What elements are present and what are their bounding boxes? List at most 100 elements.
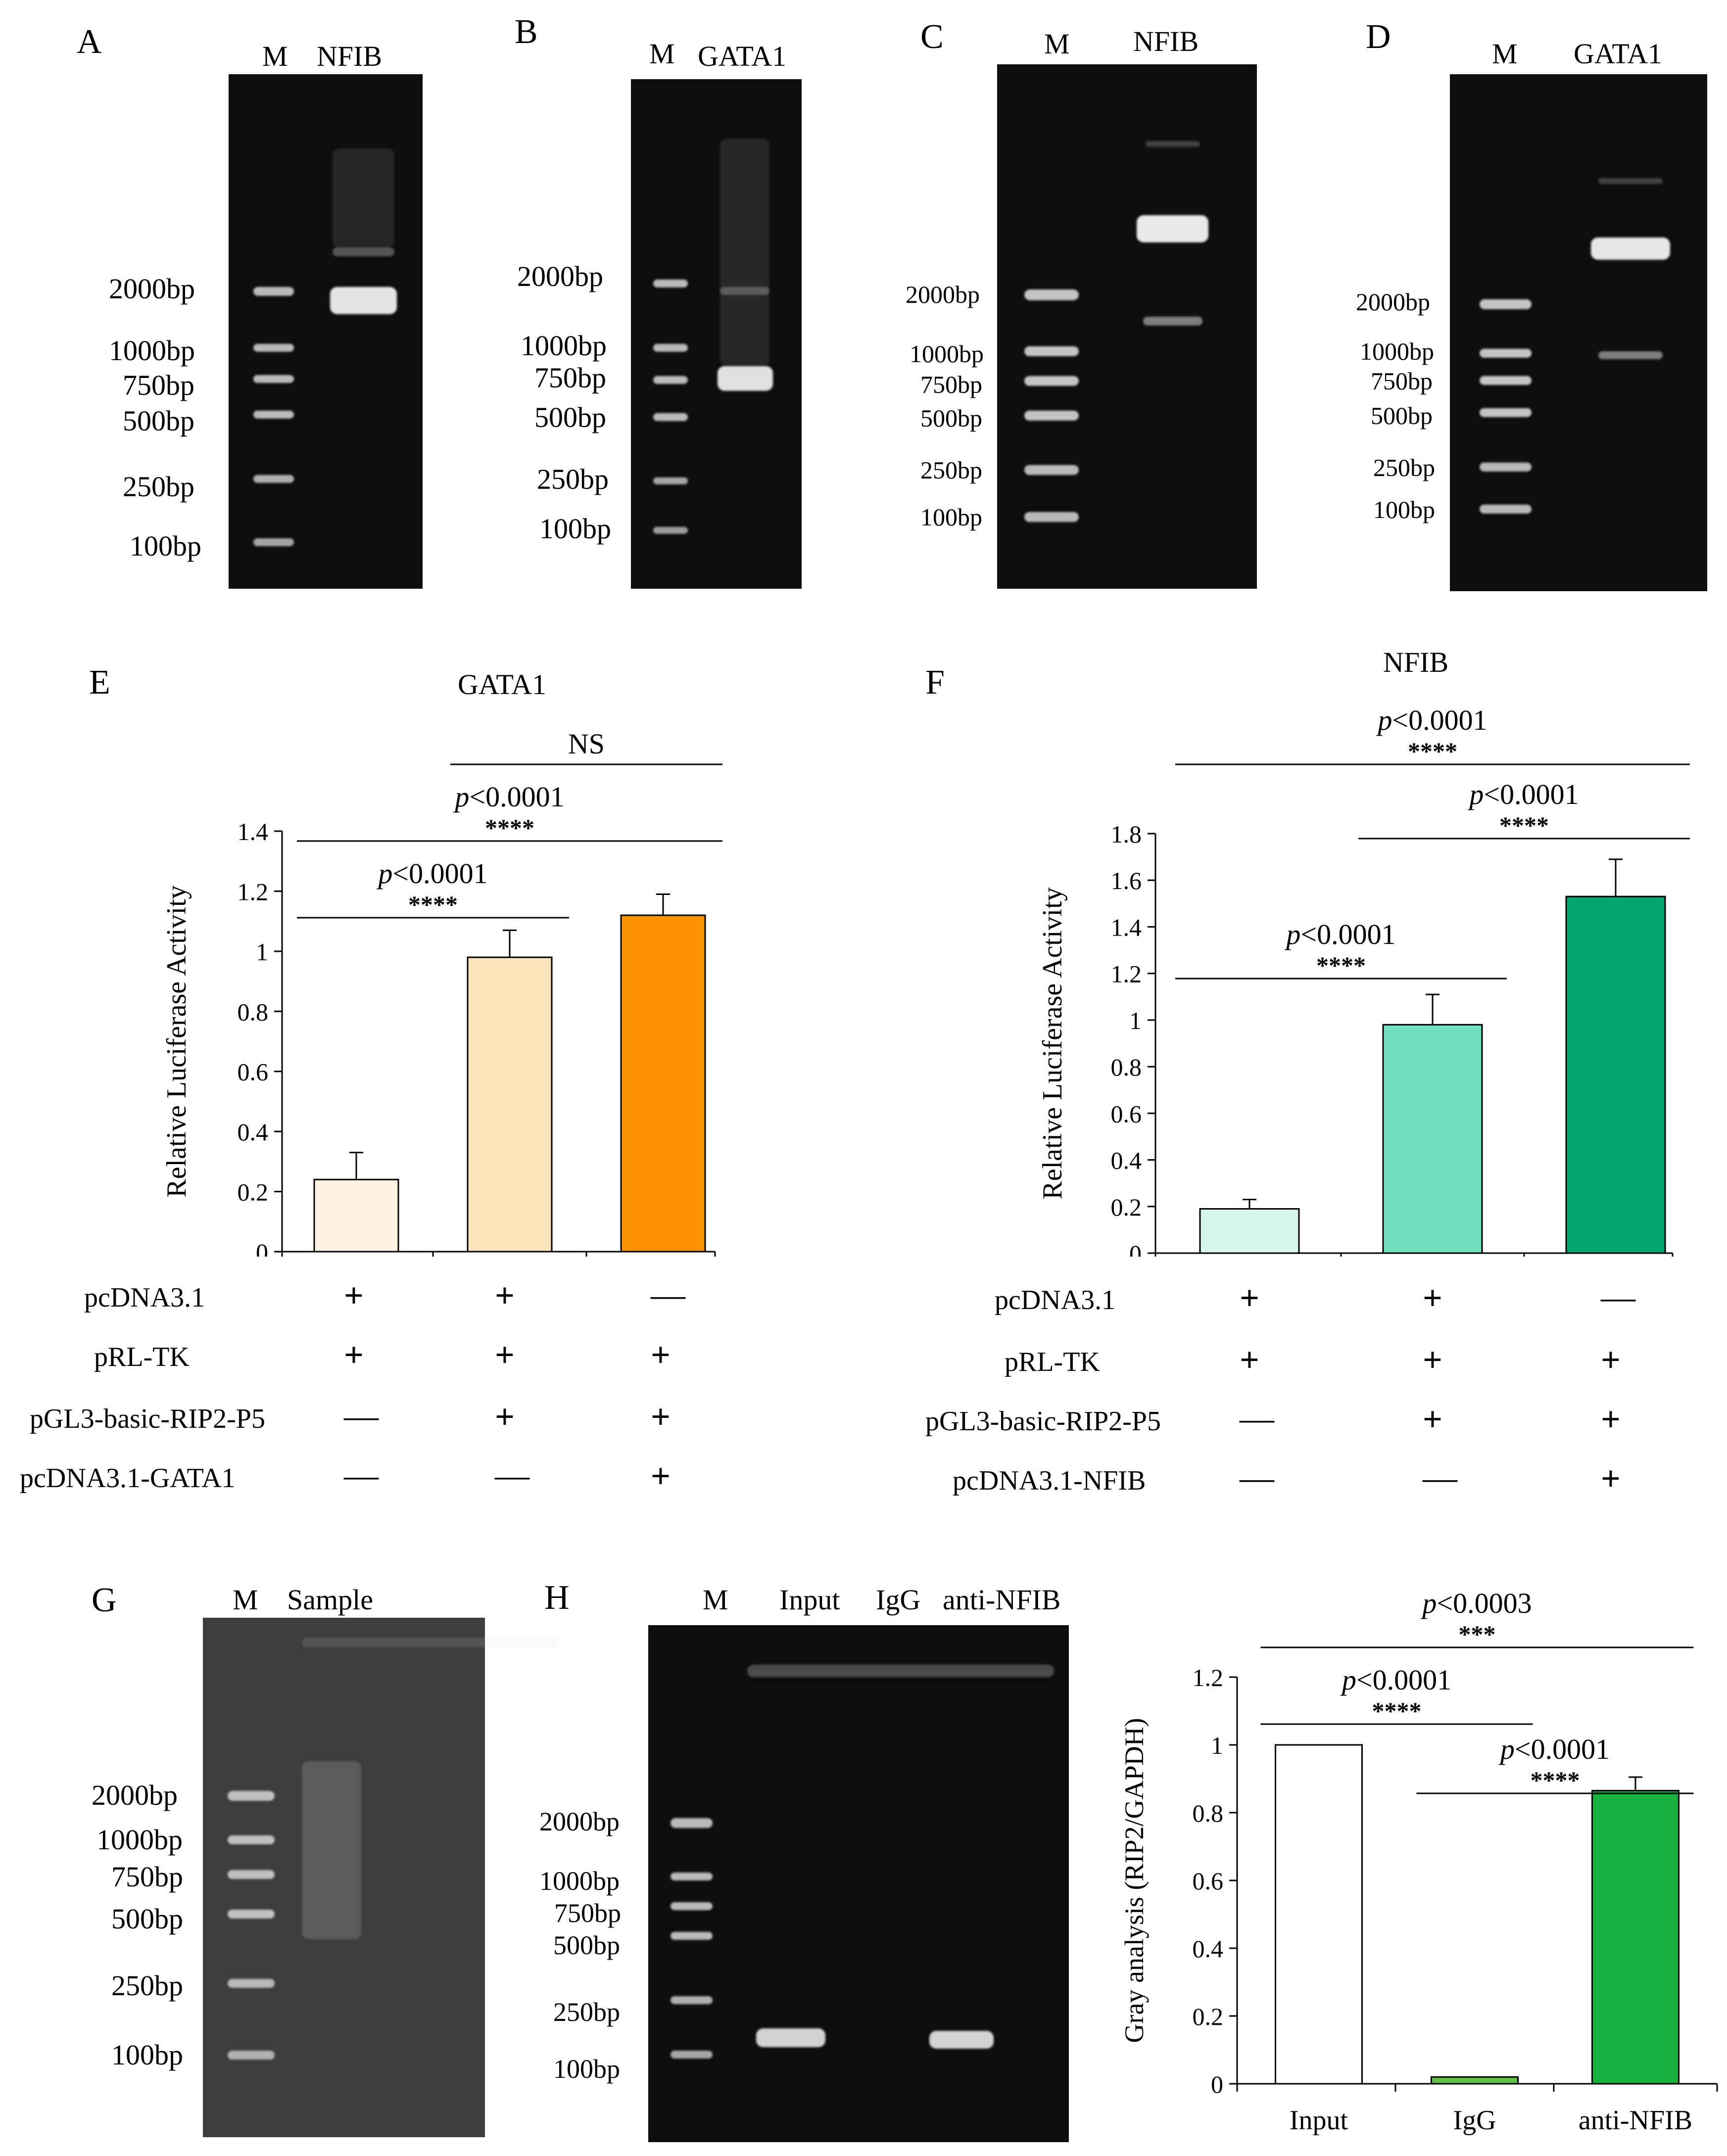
bar — [467, 956, 553, 1253]
condition-row-label: pRL-TK — [1005, 1347, 1100, 1377]
plus-sign: + — [1240, 1279, 1259, 1317]
plus-sign: + — [344, 1336, 364, 1374]
y-tick-label: 1.8 — [1111, 820, 1142, 848]
chart-title: NFIB — [1383, 646, 1449, 678]
marker-label: 2000bp — [906, 281, 980, 308]
significance-stars: **** — [1408, 737, 1457, 765]
y-tick-label: 1.2 — [1193, 1664, 1224, 1691]
lane-label: Sample — [287, 1584, 373, 1616]
bar — [1591, 1789, 1679, 2085]
marker-label: 2000bp — [1356, 288, 1430, 316]
significance-stars: **** — [408, 891, 458, 918]
y-tick-label: 0.2 — [238, 1178, 269, 1206]
panel-label: B — [515, 13, 538, 51]
panel-label: H — [544, 1579, 570, 1617]
minus-sign: — — [1240, 1400, 1274, 1438]
y-tick-label: 1 — [1211, 1732, 1223, 1759]
marker-label: 750bp — [111, 1861, 183, 1893]
lane-label: Input — [779, 1584, 840, 1616]
marker-label: 2000bp — [539, 1807, 620, 1836]
significance-stars: *** — [1459, 1620, 1496, 1648]
panel-label: D — [1366, 18, 1391, 56]
condition-row-label: pRL-TK — [94, 1342, 190, 1372]
marker-label: 1000bp — [96, 1824, 183, 1856]
y-tick-label: 0 — [1129, 1240, 1142, 1257]
y-tick-label: 0 — [1211, 2070, 1223, 2098]
condition-row-label: pcDNA3.1-NFIB — [953, 1465, 1146, 1496]
plus-sign: + — [651, 1398, 671, 1436]
gel-image — [203, 1618, 559, 2137]
lane-label: IgG — [876, 1584, 921, 1616]
lane-label: anti-NFIB — [943, 1584, 1061, 1616]
y-axis-label: Relative Luciferase Activity — [161, 885, 192, 1197]
marker-label: 750bp — [1371, 367, 1433, 395]
bar-chart-gray-analysis: 0 0.2 0.4 0.6 0.8 1 1.2 Gray analysis (RIP2/GAP… — [1119, 1587, 1718, 2136]
significance-stars: NS — [568, 728, 605, 760]
condition-row-label: pGL3-basic-RIP2-P5 — [925, 1406, 1161, 1437]
significance-stars: **** — [1531, 1766, 1580, 1794]
y-tick-label: 0.8 — [1193, 1799, 1224, 1827]
p-value-label: p<0.0001 — [1340, 1664, 1451, 1696]
marker-label: 250bp — [553, 1997, 620, 2027]
panel-label: F — [925, 663, 945, 702]
plus-sign: + — [344, 1277, 364, 1315]
y-tick-label: 0.8 — [238, 998, 269, 1026]
y-tick-label: 1.6 — [1111, 867, 1142, 894]
p-value-label: p<0.0001 — [1284, 918, 1395, 950]
p-value-label: p<0.0001 — [1376, 704, 1487, 736]
marker-label: 1000bp — [109, 334, 195, 367]
marker-label: 100bp — [130, 530, 201, 562]
condition-row-label: pcDNA3.1 — [995, 1285, 1116, 1315]
marker-label: 1000bp — [521, 329, 607, 362]
bar — [620, 914, 706, 1253]
marker-label: 250bp — [920, 456, 982, 484]
bar-chart-e: 0 0.2 0.4 0.6 0.8 1 1.2 1.4 Relative Luciferase … — [161, 728, 722, 1257]
lane-label: GATA1 — [698, 40, 787, 72]
condition-row-label: pcDNA3.1-GATA1 — [20, 1463, 236, 1494]
panel-label: G — [92, 1581, 117, 1619]
marker-label: 2000bp — [517, 260, 603, 292]
minus-sign: — — [344, 1397, 379, 1435]
lane-label: M — [649, 38, 675, 70]
marker-label: 250bp — [1373, 454, 1435, 481]
lane-label: M — [262, 40, 288, 72]
condition-row-label: pcDNA3.1 — [84, 1282, 205, 1313]
gel-image — [631, 79, 802, 589]
marker-label: 500bp — [1371, 402, 1433, 429]
marker-label: 750bp — [920, 371, 982, 398]
minus-sign: — — [651, 1276, 685, 1314]
y-tick-label: 0.4 — [238, 1118, 269, 1146]
plus-sign: + — [651, 1457, 671, 1496]
x-category-label: Input — [1290, 2105, 1348, 2136]
y-tick-label: 1.4 — [238, 818, 269, 845]
p-value-label: p<0.0001 — [1467, 778, 1579, 810]
y-tick-label: 0.2 — [1111, 1193, 1142, 1221]
marker-label: 2000bp — [109, 273, 195, 305]
marker-label: 100bp — [1373, 496, 1435, 523]
significance-stars: **** — [1372, 1697, 1422, 1725]
marker-label: 2000bp — [92, 1779, 178, 1811]
bar — [1565, 895, 1666, 1254]
marker-label: 500bp — [920, 404, 982, 432]
marker-label: 500bp — [534, 401, 606, 433]
marker-label: 1000bp — [910, 340, 984, 368]
marker-label: 500bp — [123, 405, 194, 437]
plus-sign: + — [651, 1336, 671, 1374]
plus-sign: + — [1423, 1401, 1442, 1439]
p-value-label: p<0.0001 — [376, 857, 487, 890]
marker-label: 500bp — [553, 1930, 620, 1960]
gel-image — [997, 64, 1257, 589]
marker-label: 100bp — [920, 503, 982, 531]
marker-label: 250bp — [111, 1969, 183, 2002]
significance-stars: **** — [485, 814, 534, 842]
panel-label: C — [920, 18, 944, 56]
marker-label: 100bp — [111, 2039, 183, 2071]
panel-label: E — [89, 663, 110, 702]
minus-sign: — — [1601, 1278, 1635, 1316]
marker-label: 100bp — [553, 2054, 620, 2084]
marker-label: 250bp — [537, 463, 609, 495]
gel-image — [229, 74, 423, 589]
bar-chart-f: 0 0.2 0.4 0.6 0.8 1 1.2 1.4 1.6 1.8 Relative Lucif… — [1037, 704, 1690, 1257]
bar — [313, 1178, 399, 1253]
y-tick-label: 0.4 — [1193, 1935, 1224, 1963]
